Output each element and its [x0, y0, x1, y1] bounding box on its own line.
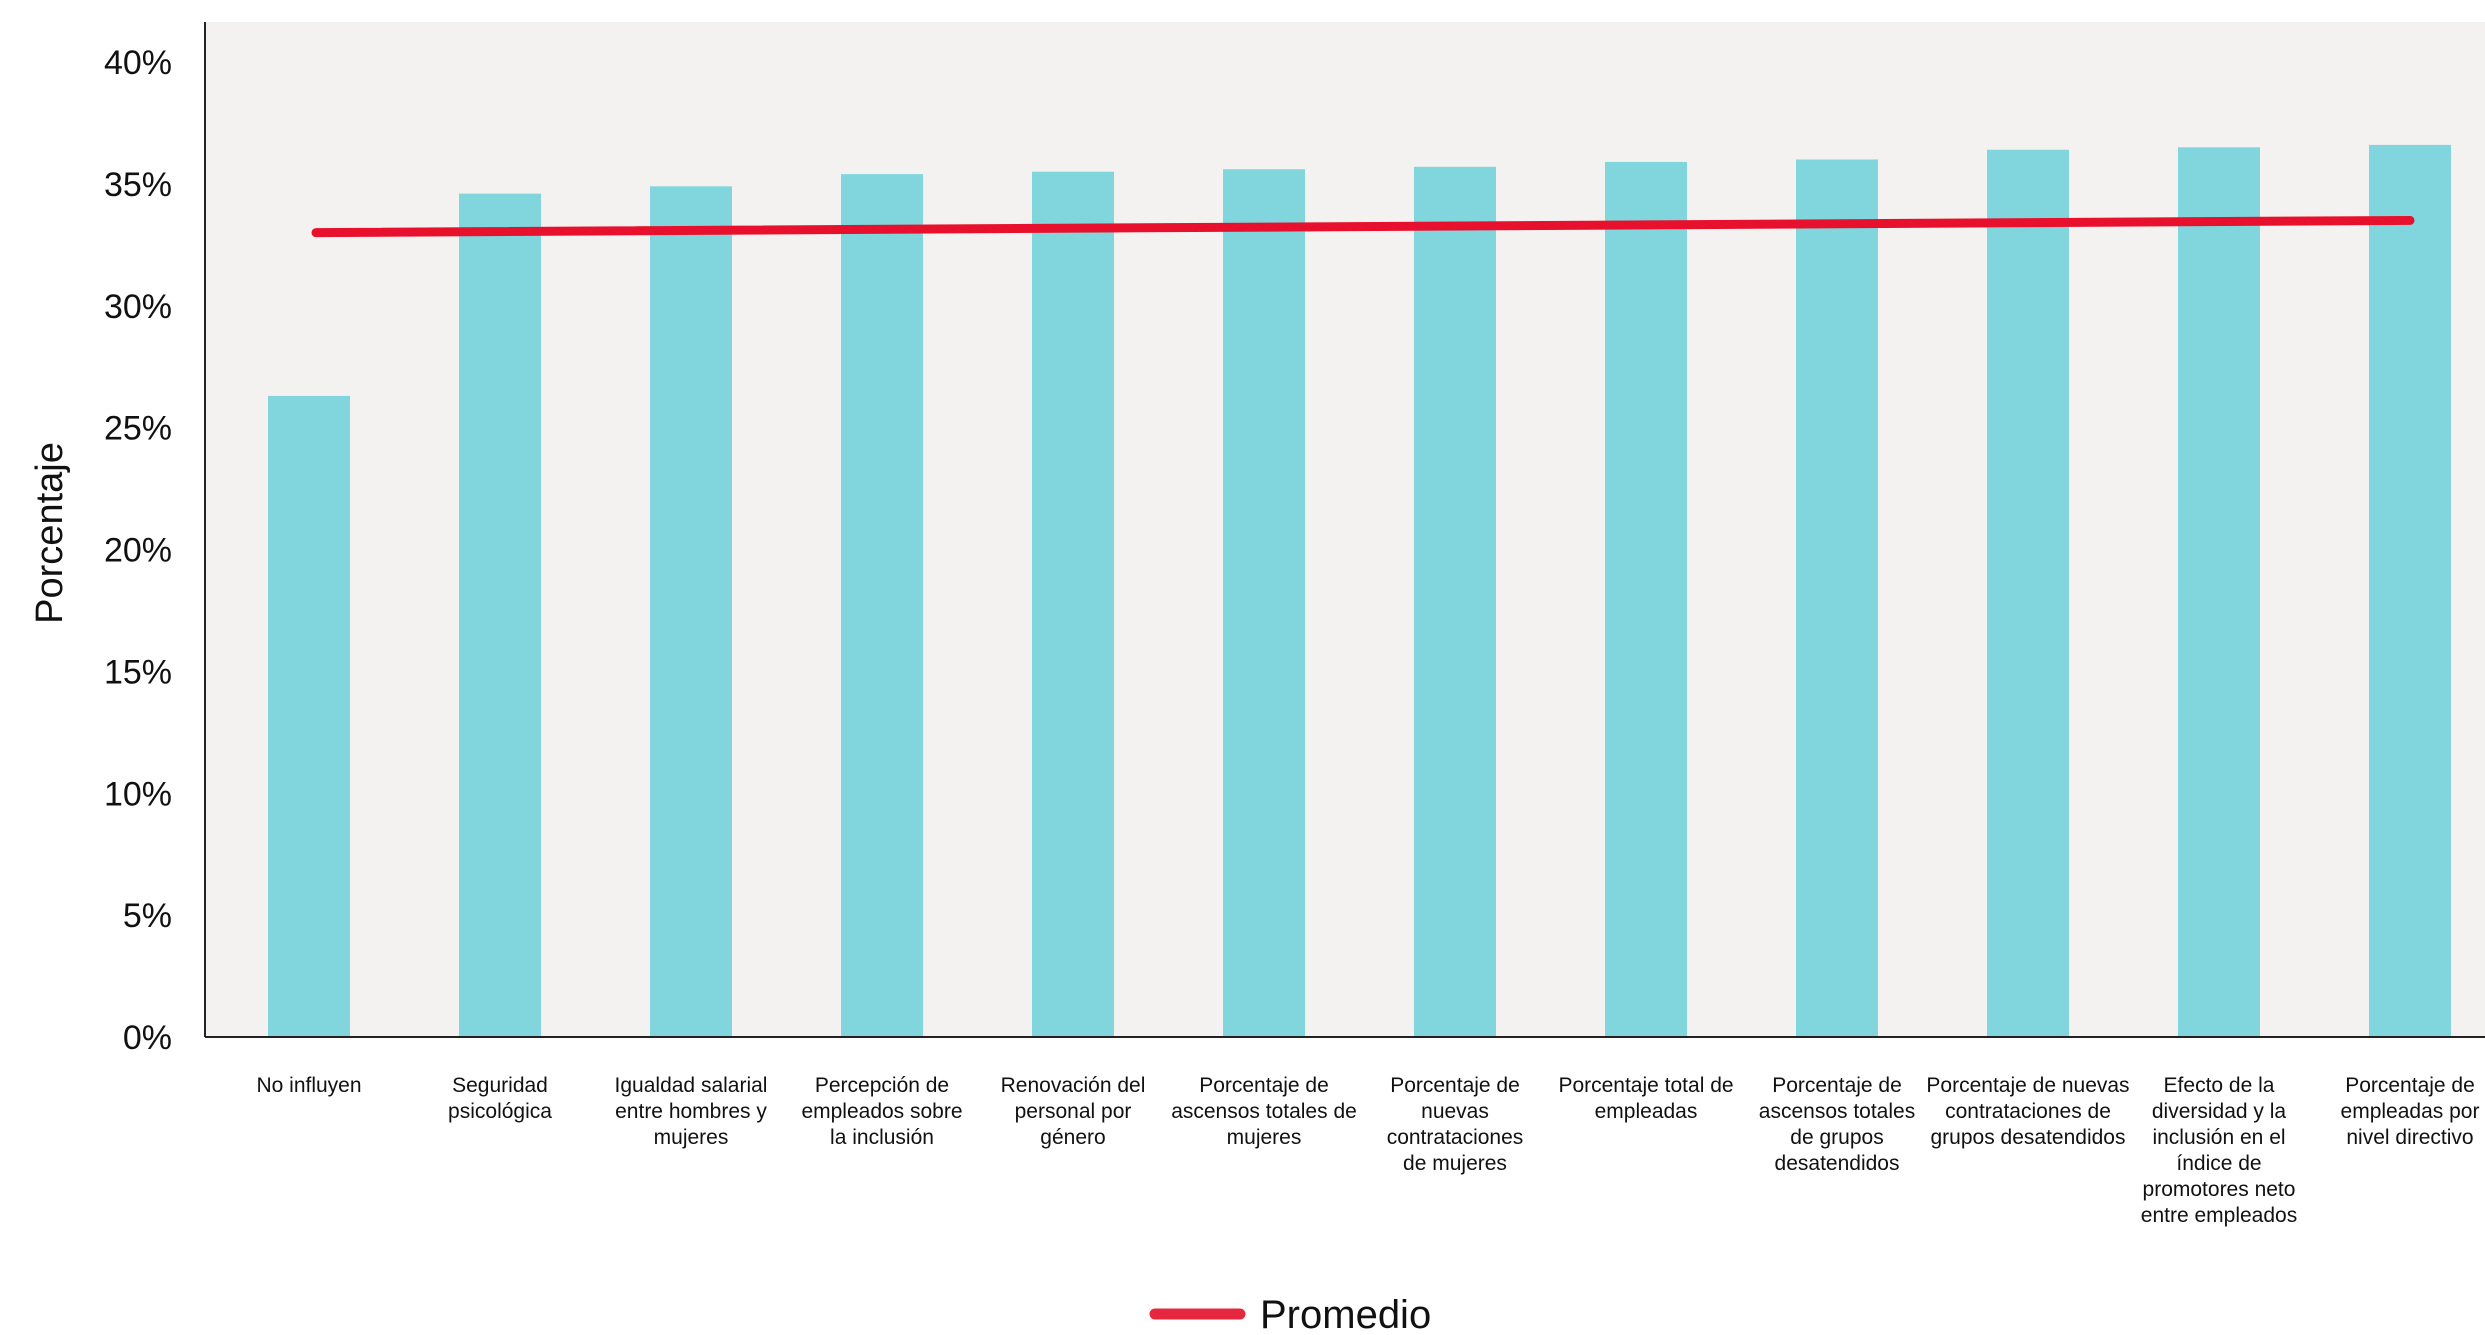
x-category-label: Porcentaje de ascensos totales de mujeres: [1171, 1074, 1357, 1149]
x-category-label: Percepción de empleados sobre la inclusión: [801, 1074, 962, 1149]
bar-7: [1414, 166, 1496, 1037]
average-line: [311, 215, 2415, 238]
y-axis-title: Porcentaje: [29, 442, 71, 624]
bar-4: [841, 174, 923, 1037]
bar-2: [459, 193, 541, 1037]
x-category-label: No influyen: [256, 1074, 361, 1097]
x-category-label: Porcentaje de nuevas contrataciones de muje…: [1387, 1074, 1524, 1175]
x-category-label: Porcentaje de empleadas por nivel directiv…: [2341, 1074, 2480, 1149]
bar-1: [268, 395, 350, 1037]
bar-10: [1987, 149, 2069, 1037]
legend: Promedio: [1149, 1293, 1431, 1335]
y-tick-label: 25%: [104, 410, 172, 448]
y-tick-label: 15%: [104, 653, 172, 691]
legend-label-promedio: Promedio: [1260, 1293, 1431, 1335]
bar-6: [1223, 169, 1305, 1037]
y-tick-labels: 0% 5% 10% 15% 20% 25% 30% 35% 40%: [104, 44, 172, 1057]
y-tick-label: 40%: [104, 44, 172, 82]
y-tick-label: 30%: [104, 288, 172, 326]
x-category-label: Seguridad psicológica: [448, 1074, 552, 1123]
bar-11: [2178, 147, 2260, 1037]
x-category-label: Renovación del personal por género: [1001, 1074, 1146, 1149]
x-category-label: Porcentaje de nuevas contrataciones de gru…: [1926, 1074, 2129, 1149]
x-category-labels: No influyen Seguridad psicológica Igualdad …: [256, 1074, 2479, 1227]
x-category-label: Porcentaje de ascensos totales de grupos de…: [1759, 1074, 1915, 1175]
y-tick-label: 20%: [104, 532, 172, 570]
y-tick-label: 35%: [104, 166, 172, 204]
plot-background: [205, 22, 2485, 1037]
bar-3: [650, 186, 732, 1037]
bar-5: [1032, 171, 1114, 1037]
y-tick-label: 5%: [123, 897, 172, 935]
bars-group: [268, 144, 2451, 1037]
x-category-label: Igualdad salarial entre hombres y mujeres: [615, 1074, 768, 1149]
x-category-label: Efecto de la diversidad y la inclusión en …: [2141, 1074, 2297, 1227]
x-category-label: Porcentaje total de empleadas: [1558, 1074, 1733, 1123]
y-tick-label: 0%: [123, 1019, 172, 1057]
bar-12: [2369, 144, 2451, 1037]
bar-8: [1605, 161, 1687, 1037]
bar-9: [1796, 159, 1878, 1037]
y-tick-label: 10%: [104, 775, 172, 813]
average-line-group: [311, 215, 2415, 238]
